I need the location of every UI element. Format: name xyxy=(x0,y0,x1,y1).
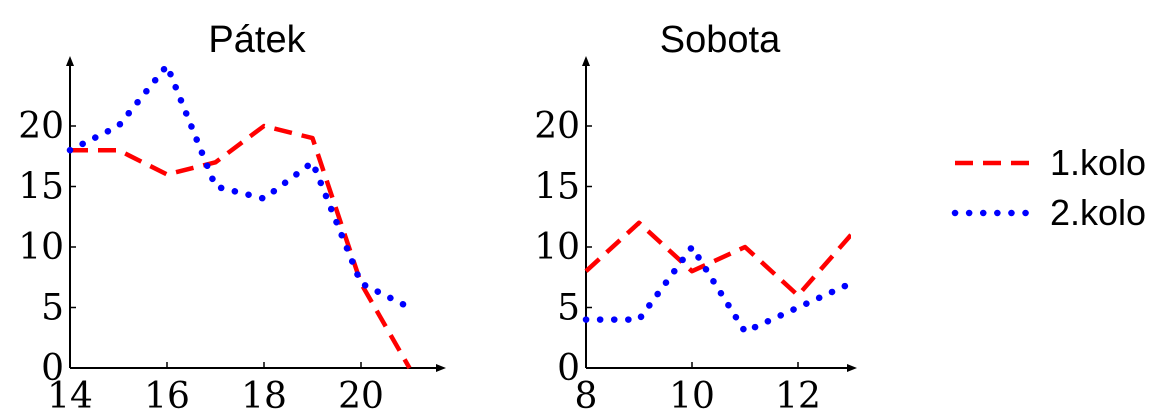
x-axis-arrow xyxy=(436,364,446,372)
y-tick-label: 5 xyxy=(557,288,580,329)
x-tick-label: 16 xyxy=(144,376,190,412)
legend: 1.kolo 2.kolo xyxy=(955,142,1146,233)
y-tick-label: 20 xyxy=(534,106,580,147)
x-tick-label: 18 xyxy=(241,376,287,412)
chart-title: Sobota xyxy=(660,19,781,61)
y-tick-label: 0 xyxy=(41,348,64,389)
y-tick-label: 15 xyxy=(18,167,64,208)
series-line-1 xyxy=(70,126,410,368)
x-axis-arrow xyxy=(847,364,857,372)
x-tick-label: 10 xyxy=(669,376,715,412)
y-tick-label: 15 xyxy=(534,167,580,208)
legend-label-1: 1.kolo xyxy=(1050,142,1146,183)
y-axis-arrow xyxy=(66,56,74,66)
y-tick-label: 0 xyxy=(557,348,580,389)
y-axis-arrow xyxy=(582,56,590,66)
y-tick-label: 10 xyxy=(534,227,580,268)
x-tick-label: 20 xyxy=(338,376,384,412)
y-tick-label: 5 xyxy=(41,288,64,329)
legend-label-2: 2.kolo xyxy=(1050,192,1146,233)
series-line-1 xyxy=(586,223,851,296)
y-tick-label: 20 xyxy=(18,106,64,147)
x-tick-label: 12 xyxy=(775,376,821,412)
chart-title: Pátek xyxy=(208,19,306,61)
y-tick-label: 10 xyxy=(18,227,64,268)
